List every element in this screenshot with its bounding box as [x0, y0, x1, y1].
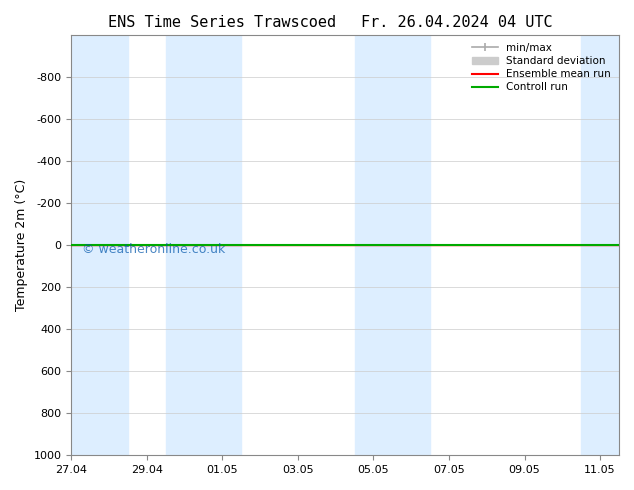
Text: © weatheronline.co.uk: © weatheronline.co.uk — [82, 243, 226, 256]
Y-axis label: Temperature 2m (°C): Temperature 2m (°C) — [15, 179, 28, 311]
Legend: min/max, Standard deviation, Ensemble mean run, Controll run: min/max, Standard deviation, Ensemble me… — [469, 40, 614, 96]
Text: Fr. 26.04.2024 04 UTC: Fr. 26.04.2024 04 UTC — [361, 15, 552, 30]
Text: ENS Time Series Trawscoed: ENS Time Series Trawscoed — [108, 15, 336, 30]
Bar — [165, 35, 242, 455]
Bar — [354, 35, 430, 455]
Bar — [581, 35, 619, 455]
Bar — [71, 35, 128, 455]
